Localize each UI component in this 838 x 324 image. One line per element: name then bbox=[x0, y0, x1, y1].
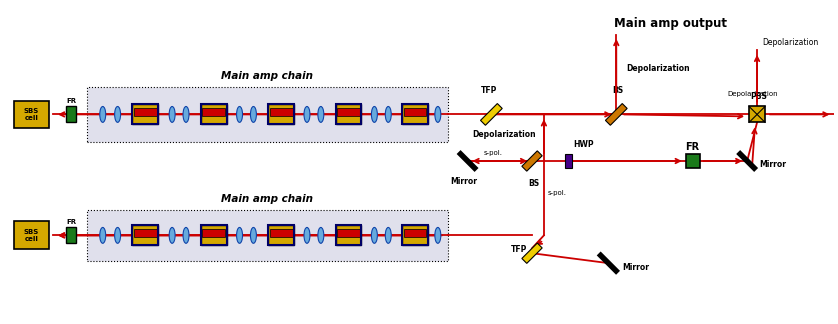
Text: FR: FR bbox=[685, 142, 700, 152]
Bar bbox=[201, 105, 226, 124]
Bar bbox=[202, 109, 225, 116]
Ellipse shape bbox=[183, 227, 189, 243]
Text: s-pol.: s-pol. bbox=[548, 190, 566, 196]
Bar bbox=[66, 107, 76, 122]
Ellipse shape bbox=[183, 107, 189, 122]
Text: PBS: PBS bbox=[751, 92, 768, 100]
Text: BS: BS bbox=[613, 86, 623, 95]
Text: TFP: TFP bbox=[481, 86, 498, 95]
Bar bbox=[270, 109, 292, 116]
Bar bbox=[268, 226, 294, 245]
Bar bbox=[201, 105, 226, 124]
Text: Depolarization: Depolarization bbox=[727, 91, 778, 97]
Bar bbox=[268, 105, 294, 124]
Text: HWP: HWP bbox=[574, 140, 594, 149]
Ellipse shape bbox=[371, 227, 377, 243]
Ellipse shape bbox=[304, 107, 310, 122]
Text: FR: FR bbox=[66, 98, 76, 105]
Bar bbox=[336, 226, 361, 245]
Text: Depolarization: Depolarization bbox=[626, 64, 690, 73]
Text: Mirror: Mirror bbox=[623, 262, 649, 272]
Bar bbox=[337, 229, 360, 237]
Ellipse shape bbox=[236, 227, 242, 243]
Bar bbox=[336, 105, 361, 124]
Ellipse shape bbox=[385, 227, 391, 243]
Ellipse shape bbox=[251, 227, 256, 243]
Text: FR: FR bbox=[66, 219, 76, 226]
Text: SBS
cell: SBS cell bbox=[23, 108, 39, 121]
Ellipse shape bbox=[169, 227, 175, 243]
Text: TFP: TFP bbox=[510, 245, 527, 254]
Text: BS: BS bbox=[529, 179, 540, 188]
Bar bbox=[87, 87, 447, 142]
Bar bbox=[13, 222, 49, 249]
Bar bbox=[685, 154, 700, 168]
Ellipse shape bbox=[385, 107, 391, 122]
Ellipse shape bbox=[435, 107, 441, 122]
Ellipse shape bbox=[169, 107, 175, 122]
Bar bbox=[268, 226, 294, 245]
Text: Main amp chain: Main amp chain bbox=[221, 71, 313, 81]
Ellipse shape bbox=[435, 227, 441, 243]
Bar bbox=[337, 109, 360, 116]
Polygon shape bbox=[522, 243, 542, 263]
Polygon shape bbox=[605, 104, 627, 125]
Bar bbox=[132, 105, 158, 124]
Ellipse shape bbox=[236, 107, 242, 122]
Bar bbox=[404, 109, 427, 116]
Bar bbox=[13, 100, 49, 128]
Bar bbox=[87, 210, 447, 261]
Text: Depolarization: Depolarization bbox=[762, 38, 818, 47]
Bar bbox=[402, 226, 428, 245]
Polygon shape bbox=[480, 104, 502, 125]
Text: Mirror: Mirror bbox=[450, 177, 477, 186]
Bar bbox=[201, 226, 226, 245]
Text: Depolarization: Depolarization bbox=[473, 130, 536, 139]
Text: s-pol.: s-pol. bbox=[484, 150, 503, 156]
Bar bbox=[134, 229, 157, 237]
Bar bbox=[336, 105, 361, 124]
Ellipse shape bbox=[115, 107, 121, 122]
Ellipse shape bbox=[318, 227, 323, 243]
Bar bbox=[402, 105, 428, 124]
Ellipse shape bbox=[100, 227, 106, 243]
Bar bbox=[336, 226, 361, 245]
Ellipse shape bbox=[251, 107, 256, 122]
Bar bbox=[270, 229, 292, 237]
Ellipse shape bbox=[304, 227, 310, 243]
Bar bbox=[402, 226, 428, 245]
Bar bbox=[132, 105, 158, 124]
Bar bbox=[134, 109, 157, 116]
Ellipse shape bbox=[371, 107, 377, 122]
Bar bbox=[268, 105, 294, 124]
Text: Main amp chain: Main amp chain bbox=[221, 194, 313, 204]
Bar bbox=[132, 226, 158, 245]
Bar bbox=[402, 105, 428, 124]
Text: SBS
cell: SBS cell bbox=[23, 229, 39, 242]
Text: Mirror: Mirror bbox=[759, 160, 786, 169]
Bar bbox=[132, 226, 158, 245]
Bar bbox=[201, 226, 226, 245]
Bar bbox=[66, 227, 76, 243]
Ellipse shape bbox=[318, 107, 323, 122]
Bar bbox=[202, 229, 225, 237]
Ellipse shape bbox=[115, 227, 121, 243]
Bar bbox=[566, 154, 572, 168]
Bar bbox=[749, 107, 765, 122]
Polygon shape bbox=[522, 151, 542, 171]
Text: Main amp output: Main amp output bbox=[614, 17, 727, 30]
Ellipse shape bbox=[100, 107, 106, 122]
Bar bbox=[404, 229, 427, 237]
